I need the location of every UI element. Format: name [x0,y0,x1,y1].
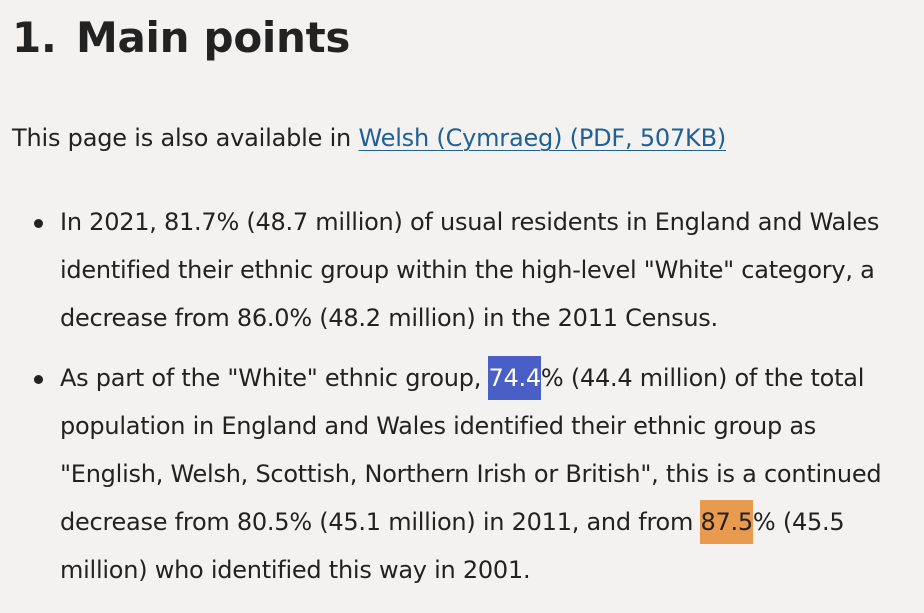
highlighted-value-orange: 87.5 [700,500,753,544]
point-text-middle: % (44.4 million) of the total population… [60,364,882,536]
bullet-icon [34,219,43,228]
point-text-start: As part of the "White" ethnic group, [60,364,489,392]
highlighted-value-blue: 74.4 [488,356,541,400]
welsh-pdf-link[interactable]: Welsh (Cymraeg) (PDF, 507KB) [358,124,727,152]
list-item: As part of the "White" ethnic group, 74.… [12,354,912,594]
section-number: 1. [12,13,57,62]
availability-prefix: This page is also available in [12,124,359,152]
availability-note: This page is also available in Welsh (Cy… [12,118,726,158]
main-points-list: In 2021, 81.7% (48.7 million) of usual r… [12,198,912,606]
list-item: In 2021, 81.7% (48.7 million) of usual r… [12,198,912,342]
point-text: In 2021, 81.7% (48.7 million) of usual r… [60,208,880,332]
page-title: 1. Main points [12,10,350,66]
point-text-end: % (45.5 million) who identified this way… [60,508,845,584]
bullet-icon [34,375,43,384]
section-title: Main points [76,13,351,62]
